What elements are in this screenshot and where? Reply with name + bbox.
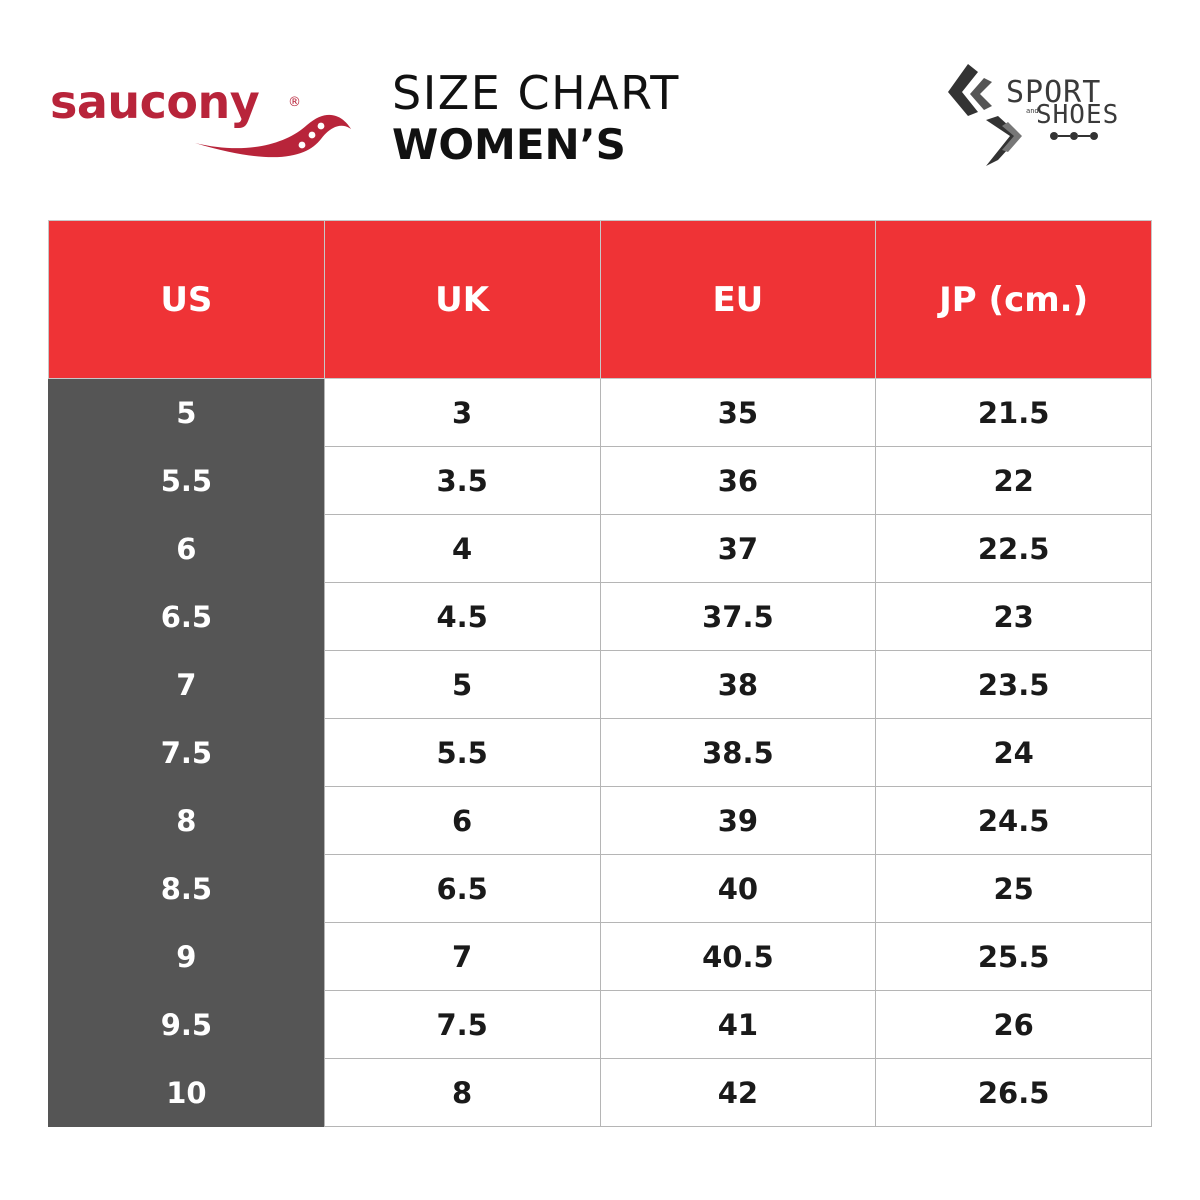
table-row: 5 3 35 21.5 <box>48 378 1152 447</box>
us-size-cell: 7 <box>48 650 325 719</box>
jp-size-cell: 26 <box>875 990 1152 1059</box>
eu-size-cell: 37 <box>599 514 877 583</box>
chevron-emblem-icon <box>948 64 1098 166</box>
uk-size-cell: 5 <box>323 650 601 719</box>
uk-size-cell: 7 <box>323 922 601 991</box>
us-size-cell: 7.5 <box>48 718 325 787</box>
uk-size-cell: 6 <box>323 786 601 855</box>
partner-word-sport: SPORT <box>1006 75 1102 110</box>
us-size-cell: 6.5 <box>48 582 325 651</box>
brand-wordmark: saucony <box>50 75 260 129</box>
eu-size-cell: 35 <box>599 378 877 447</box>
us-size-cell: 5 <box>48 378 325 447</box>
uk-size-cell: 6.5 <box>323 854 601 923</box>
jp-size-cell: 22.5 <box>875 514 1152 583</box>
page-title: SIZE CHART <box>392 66 680 120</box>
eu-size-cell: 39 <box>599 786 877 855</box>
jp-size-cell: 23 <box>875 582 1152 651</box>
eu-size-cell: 38.5 <box>599 718 877 787</box>
jp-size-cell: 25 <box>875 854 1152 923</box>
table-row: 5.5 3.5 36 22 <box>48 446 1152 515</box>
sport-and-shoes-logo: SPORT and SHOES <box>940 60 1150 172</box>
eu-size-cell: 40 <box>599 854 877 923</box>
table-header-row: US UK EU JP (cm.) <box>48 220 1152 379</box>
us-size-cell: 8 <box>48 786 325 855</box>
jp-size-cell: 24.5 <box>875 786 1152 855</box>
registered-mark: ® <box>288 95 301 110</box>
table-row: 6.5 4.5 37.5 23 <box>48 582 1152 651</box>
uk-size-cell: 3.5 <box>323 446 601 515</box>
jp-size-cell: 24 <box>875 718 1152 787</box>
header-us: US <box>48 220 325 379</box>
us-size-cell: 9 <box>48 922 325 991</box>
header-uk: UK <box>323 220 601 379</box>
table-row: 6 4 37 22.5 <box>48 514 1152 583</box>
swoosh-icon <box>195 114 351 158</box>
eu-size-cell: 38 <box>599 650 877 719</box>
title-block: SIZE CHART WOMEN’S <box>392 66 680 170</box>
jp-size-cell: 22 <box>875 446 1152 515</box>
jp-size-cell: 26.5 <box>875 1058 1152 1127</box>
table-row: 7 5 38 23.5 <box>48 650 1152 719</box>
partner-word-shoes: SHOES <box>1036 100 1120 130</box>
table-row: 9 7 40.5 25.5 <box>48 922 1152 991</box>
us-size-cell: 6 <box>48 514 325 583</box>
table-row: 8 6 39 24.5 <box>48 786 1152 855</box>
uk-size-cell: 4 <box>323 514 601 583</box>
eu-size-cell: 40.5 <box>599 922 877 991</box>
size-chart-table: US UK EU JP (cm.) 5 3 35 21.5 5.5 3.5 36… <box>48 220 1152 1127</box>
jp-size-cell: 25.5 <box>875 922 1152 991</box>
jp-size-cell: 21.5 <box>875 378 1152 447</box>
table-row: 7.5 5.5 38.5 24 <box>48 718 1152 787</box>
eu-size-cell: 41 <box>599 990 877 1059</box>
partner-word-and: and <box>1026 107 1039 115</box>
header-jp: JP (cm.) <box>875 220 1152 379</box>
saucony-logo: saucony ® <box>45 75 360 170</box>
table-row: 10 8 42 26.5 <box>48 1058 1152 1127</box>
uk-size-cell: 4.5 <box>323 582 601 651</box>
eu-size-cell: 36 <box>599 446 877 515</box>
eu-size-cell: 37.5 <box>599 582 877 651</box>
table-row: 8.5 6.5 40 25 <box>48 854 1152 923</box>
table-row: 9.5 7.5 41 26 <box>48 990 1152 1059</box>
us-size-cell: 9.5 <box>48 990 325 1059</box>
us-size-cell: 5.5 <box>48 446 325 515</box>
uk-size-cell: 8 <box>323 1058 601 1127</box>
header-eu: EU <box>599 220 877 379</box>
us-size-cell: 10 <box>48 1058 325 1127</box>
uk-size-cell: 5.5 <box>323 718 601 787</box>
jp-size-cell: 23.5 <box>875 650 1152 719</box>
eu-size-cell: 42 <box>599 1058 877 1127</box>
page-subtitle: WOMEN’S <box>392 120 626 169</box>
uk-size-cell: 7.5 <box>323 990 601 1059</box>
uk-size-cell: 3 <box>323 378 601 447</box>
us-size-cell: 8.5 <box>48 854 325 923</box>
